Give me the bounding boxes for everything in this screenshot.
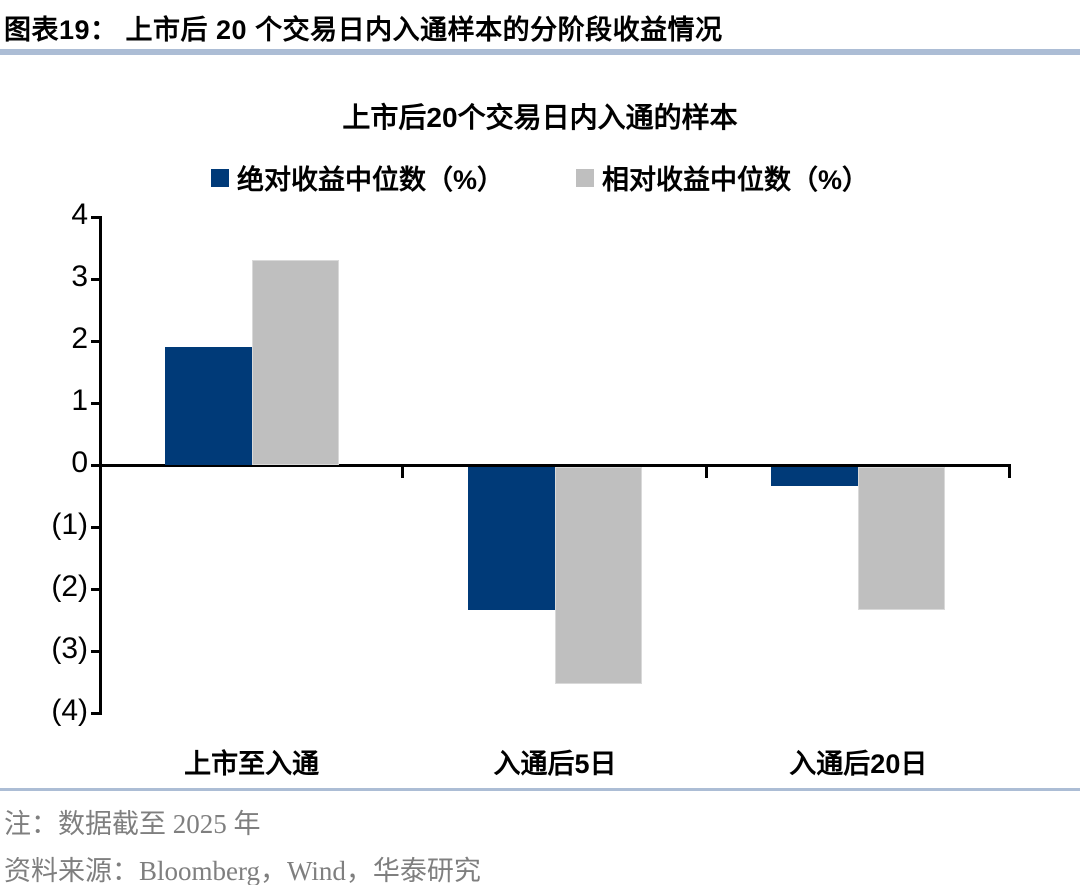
y-axis-label: 4 [71,198,88,231]
y-axis-tick [91,712,99,715]
y-axis-tick [91,278,99,281]
legend-swatch [576,168,594,187]
bar-absolute-median [164,347,252,465]
legend-item: 绝对收益中位数（%） [210,158,504,197]
y-axis-tick [91,650,99,653]
y-axis-label: 1 [71,384,88,417]
y-axis-tick [91,340,99,343]
y-axis-label: (1) [51,508,88,541]
figure-title: 图表19： 上市后 20 个交易日内入通样本的分阶段收益情况 [4,15,723,45]
y-axis-label: 3 [71,260,88,293]
y-axis-label: (3) [51,632,88,665]
footnote: 注：数据截至 2025 年 [4,809,261,839]
y-axis-label: 0 [71,446,88,479]
y-axis-tick [91,402,99,405]
legend-swatch [210,168,229,187]
footer-divider [0,788,1080,791]
x-category-label: 上市至入通 [184,749,320,779]
legend-label: 相对收益中位数（%） [602,165,870,195]
y-axis-label: (4) [51,694,88,727]
x-axis-tick [704,464,708,478]
y-axis-tick [91,588,99,591]
source-note: 资料来源：Bloomberg，Wind，华泰研究 [4,856,481,885]
title-underline [0,49,1080,55]
x-axis-line [99,464,1011,467]
y-axis-tick [91,526,99,529]
x-category-label: 入通后5日 [493,749,617,779]
legend-item: 相对收益中位数（%） [576,158,869,197]
bar-relative-median [251,260,339,465]
chart-title: 上市后20个交易日内入通的样本 [342,102,738,133]
bar-relative-median [555,467,642,684]
legend-label: 绝对收益中位数（%） [236,165,504,195]
x-category-label: 入通后20日 [789,749,928,779]
y-axis-label: (2) [51,570,88,603]
chart-legend: 绝对收益中位数（%） 相对收益中位数（%） [0,158,1080,197]
bar-relative-median [858,467,946,610]
bar-absolute-median [771,467,859,486]
y-axis-label: 2 [71,322,88,355]
y-axis-tick [91,216,99,219]
y-axis-tick [91,464,99,467]
x-axis-tick [1008,464,1011,478]
x-axis-tick [401,464,405,478]
bar-absolute-median [468,467,555,610]
